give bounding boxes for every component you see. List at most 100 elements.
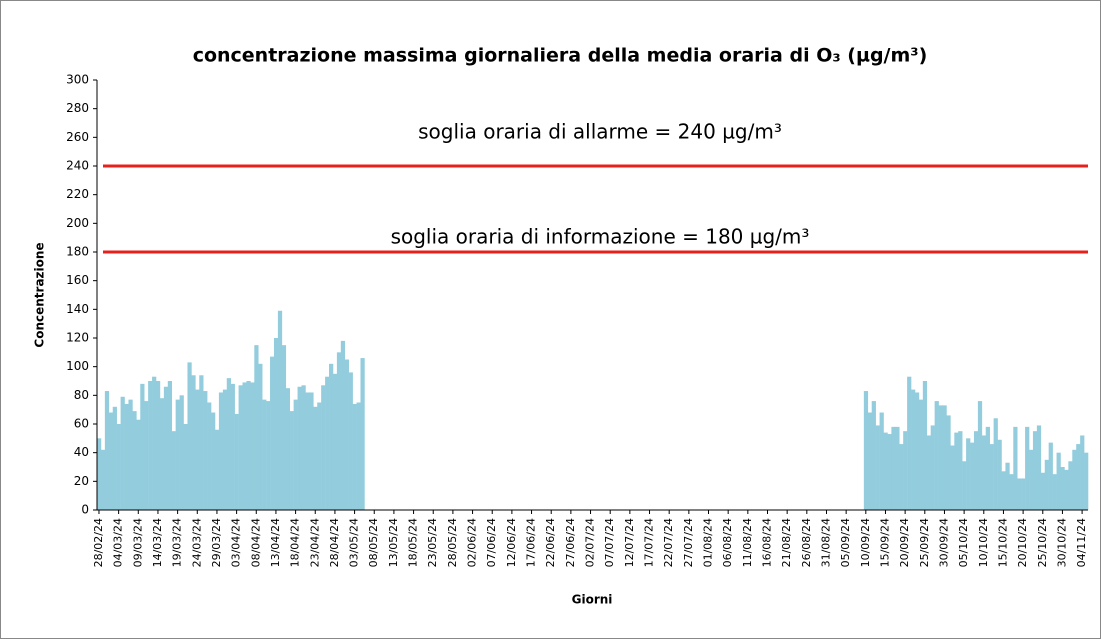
bar (207, 402, 212, 510)
bar (997, 439, 1002, 510)
bar (152, 376, 157, 510)
bar (1017, 478, 1022, 510)
x-tick-label: 17/07/24 (643, 518, 656, 567)
bar (867, 412, 873, 510)
bar (348, 372, 353, 510)
bar (108, 412, 114, 510)
bar (175, 399, 180, 510)
bar (238, 385, 243, 510)
x-tick-label: 28/05/24 (446, 518, 459, 567)
x-tick-label: 06/08/24 (721, 518, 734, 567)
bar (317, 402, 322, 510)
bar (1032, 431, 1038, 510)
bar (132, 411, 137, 510)
y-axis-label: Concentrazione (33, 242, 47, 347)
bar (214, 429, 220, 510)
bar (167, 381, 173, 510)
x-tick-label: 12/06/24 (505, 518, 518, 567)
y-tick-label: 280 (66, 101, 89, 115)
bar (285, 388, 290, 510)
x-tick-label: 07/07/24 (603, 518, 616, 567)
x-tick-label: 17/06/24 (525, 518, 538, 567)
y-tick-label: 220 (66, 187, 89, 201)
bar (309, 392, 314, 510)
x-tick-label: 25/09/24 (918, 518, 931, 567)
x-tick-label: 28/04/24 (328, 518, 341, 567)
bar (863, 391, 869, 510)
x-tick-label: 28/02/24 (92, 518, 105, 567)
bar (1013, 426, 1018, 510)
x-tick-label: 10/09/24 (859, 518, 872, 567)
x-tick-label: 26/08/24 (800, 518, 813, 567)
bar (332, 373, 338, 510)
bar (140, 383, 145, 510)
bar (124, 403, 129, 510)
x-tick-label: 10/10/24 (977, 518, 990, 567)
x-tick-label: 05/09/24 (839, 518, 852, 567)
x-tick-label: 03/04/24 (230, 518, 243, 567)
bar (903, 431, 908, 510)
bar (970, 442, 975, 510)
bar (112, 406, 117, 510)
x-tick-label: 30/09/24 (937, 518, 950, 567)
bar (179, 395, 184, 510)
bar (891, 426, 896, 510)
y-tick-label: 260 (66, 130, 89, 144)
y-tick-label: 20 (74, 474, 89, 488)
bar (325, 376, 330, 510)
bar (159, 398, 165, 510)
y-tick-label: 100 (66, 359, 89, 373)
x-tick-label: 23/05/24 (426, 518, 439, 567)
y-tick-label: 160 (66, 273, 89, 287)
bar (222, 389, 228, 510)
bar (183, 424, 188, 510)
x-tick-label: 15/10/24 (996, 518, 1009, 567)
bar (155, 381, 161, 510)
x-tick-label: 15/09/24 (878, 518, 891, 567)
bar (895, 426, 900, 510)
y-tick-label: 240 (66, 159, 89, 173)
bar (950, 445, 955, 510)
x-tick-label: 29/03/24 (210, 518, 223, 567)
bar (938, 405, 943, 510)
x-tick-label: 20/10/24 (1016, 518, 1029, 567)
x-tick-label: 24/03/24 (190, 518, 203, 567)
bar (128, 399, 133, 510)
bar (1084, 452, 1089, 510)
bar (171, 431, 176, 510)
bar (1021, 478, 1026, 510)
bar (922, 381, 928, 510)
y-tick-label: 120 (66, 331, 89, 345)
bar (270, 356, 275, 510)
bar (875, 425, 880, 510)
x-tick-label: 02/06/24 (466, 518, 479, 567)
bar (1036, 425, 1042, 510)
bar (148, 381, 153, 510)
bar (914, 392, 920, 510)
x-tick-label: 03/05/24 (348, 518, 361, 567)
bar (191, 375, 196, 510)
bar (242, 382, 247, 510)
bar (116, 424, 121, 510)
y-tick-label: 180 (66, 245, 89, 259)
bar (1072, 449, 1077, 510)
x-tick-label: 23/04/24 (308, 518, 321, 567)
bar (871, 401, 876, 510)
bar (321, 385, 326, 510)
x-tick-label: 04/11/24 (1075, 518, 1088, 567)
x-tick-label: 14/03/24 (151, 518, 164, 567)
bar (203, 391, 208, 510)
bar (289, 411, 294, 510)
bar (136, 419, 141, 510)
bar (281, 345, 287, 510)
bar (97, 438, 102, 510)
x-tick-label: 16/08/24 (760, 518, 773, 567)
bar (356, 402, 361, 510)
bar (962, 461, 967, 510)
bar (930, 425, 935, 510)
bar (946, 415, 951, 510)
bar (942, 405, 947, 510)
bar (277, 310, 283, 510)
bar (297, 386, 302, 510)
bar (258, 363, 263, 510)
